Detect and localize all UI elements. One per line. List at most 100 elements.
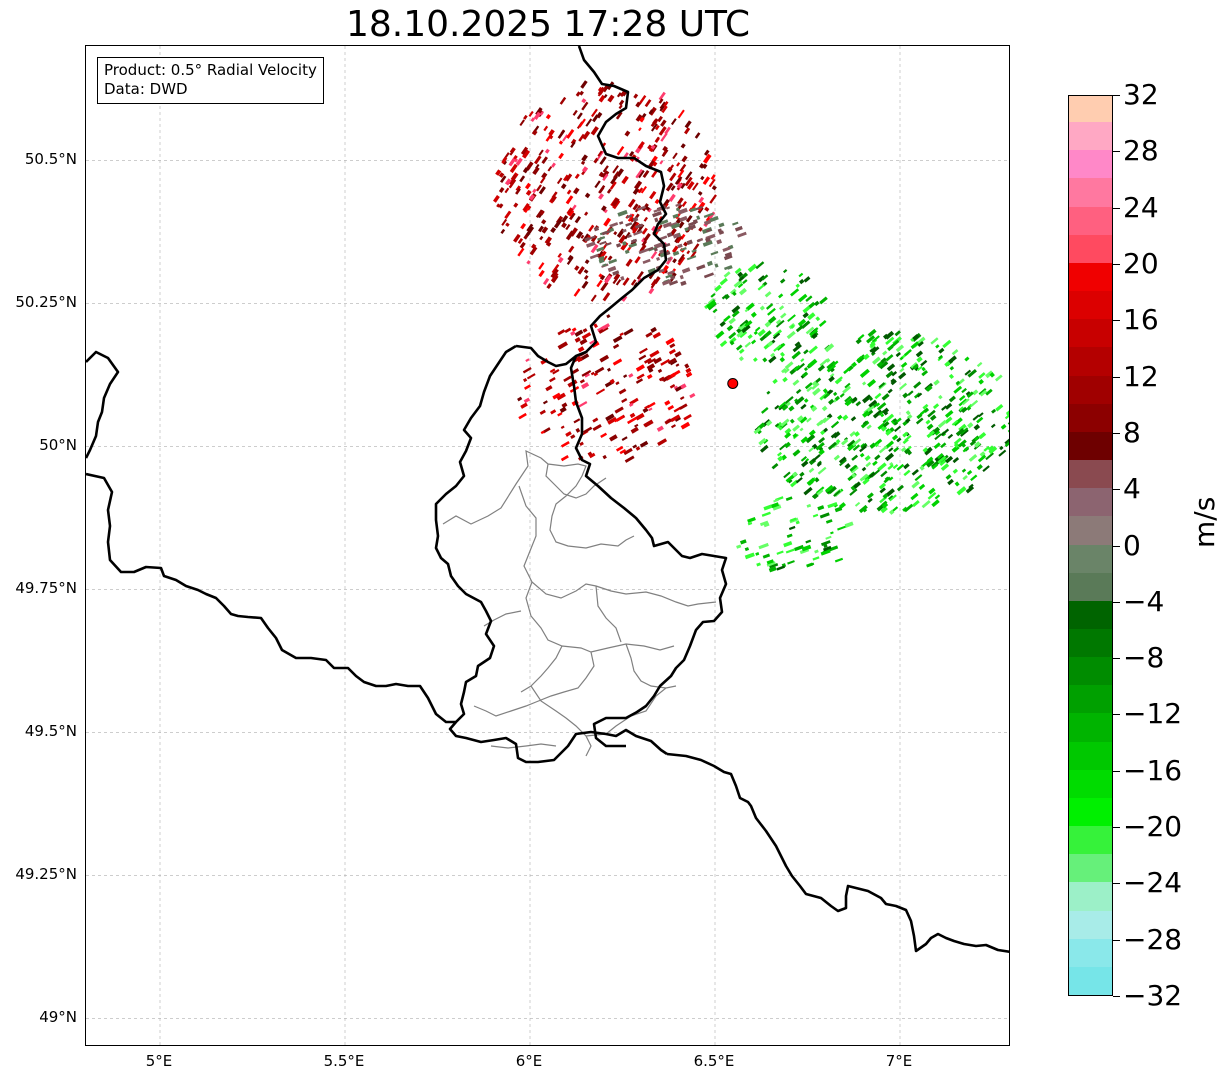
velocity-echo <box>811 333 818 340</box>
radar-site-marker[interactable] <box>727 377 739 389</box>
velocity-echo <box>910 362 918 369</box>
velocity-echo <box>952 468 959 474</box>
velocity-echo <box>512 174 517 179</box>
velocity-echo <box>850 466 859 474</box>
velocity-echo <box>550 272 559 283</box>
velocity-echo <box>987 445 995 452</box>
velocity-echo <box>663 101 669 108</box>
velocity-echo <box>880 413 885 418</box>
velocity-echo <box>724 251 733 257</box>
colorbar-tick-label: 8 <box>1123 415 1141 449</box>
velocity-echo <box>738 348 745 354</box>
velocity-echo <box>819 512 830 519</box>
velocity-echo <box>575 427 581 433</box>
colorbar-segment <box>1069 853 1112 883</box>
velocity-echo <box>681 200 687 207</box>
velocity-echo <box>858 504 868 514</box>
velocity-echo <box>680 182 686 189</box>
velocity-echo <box>672 152 678 160</box>
colorbar-tick-label: −20 <box>1123 810 1183 844</box>
velocity-echo <box>712 308 718 314</box>
velocity-echo <box>651 123 658 132</box>
velocity-echo <box>683 241 689 247</box>
velocity-echo <box>532 188 537 194</box>
velocity-echo <box>714 284 722 292</box>
velocity-echo <box>504 187 510 194</box>
velocity-echo <box>635 412 645 421</box>
velocity-echo <box>584 192 591 199</box>
velocity-echo <box>933 379 940 386</box>
velocity-echo <box>504 178 512 186</box>
velocity-echo <box>859 452 865 458</box>
velocity-echo <box>574 215 582 224</box>
velocity-echo <box>762 357 768 363</box>
velocity-echo <box>648 287 655 295</box>
velocity-echo <box>778 426 783 431</box>
velocity-echo <box>705 237 711 243</box>
velocity-echo <box>609 222 619 228</box>
velocity-echo <box>961 468 967 473</box>
velocity-echo <box>574 173 580 180</box>
velocity-echo <box>569 212 576 221</box>
velocity-echo <box>902 506 908 512</box>
graticule <box>86 46 1009 1045</box>
velocity-echo <box>879 487 886 494</box>
velocity-echo <box>948 395 956 403</box>
velocity-echo <box>844 382 851 389</box>
velocity-echo <box>608 227 615 233</box>
velocity-echo <box>931 463 939 470</box>
velocity-echo <box>792 424 800 432</box>
velocity-echo <box>828 375 835 383</box>
velocity-echo <box>597 236 606 241</box>
velocity-echo <box>588 224 595 232</box>
velocity-echo <box>808 301 816 309</box>
velocity-echo <box>704 149 710 156</box>
velocity-echo <box>916 365 923 372</box>
velocity-echo <box>951 445 960 453</box>
velocity-echo <box>609 434 618 442</box>
velocity-echo <box>895 344 905 353</box>
velocity-echo <box>745 302 755 312</box>
velocity-echo <box>828 486 837 495</box>
velocity-echo <box>583 274 589 280</box>
colorbar-segment <box>1069 966 1112 995</box>
lon-tick-label: 5.5°E <box>323 1052 365 1070</box>
velocity-echo <box>911 480 920 489</box>
velocity-echo <box>606 314 611 319</box>
colorbar-tick-label: −24 <box>1123 866 1183 900</box>
velocity-echo <box>868 399 878 408</box>
velocity-echo <box>696 239 701 243</box>
velocity-echo <box>649 190 657 200</box>
velocity-echo <box>642 170 650 178</box>
velocity-echo <box>816 489 824 496</box>
velocity-echo <box>628 373 634 378</box>
velocity-echo <box>627 198 636 208</box>
velocity-echo <box>618 388 627 395</box>
velocity-echo <box>994 374 1003 382</box>
velocity-echo <box>859 473 869 482</box>
velocity-echo <box>861 466 867 472</box>
velocity-echo <box>625 222 633 227</box>
velocity-echo <box>926 430 935 439</box>
velocity-echo <box>579 338 588 346</box>
velocity-echo <box>886 363 896 372</box>
velocity-echo <box>621 398 628 403</box>
velocity-echo <box>602 165 609 173</box>
velocity-echo <box>991 408 997 414</box>
velocity-echo <box>651 170 658 178</box>
velocity-echo <box>938 394 943 400</box>
velocity-echo <box>582 130 591 140</box>
map-panel[interactable] <box>85 45 1010 1046</box>
velocity-echo <box>862 410 870 418</box>
velocity-echo <box>844 521 854 528</box>
velocity-echo <box>619 332 624 337</box>
velocity-echo <box>758 542 769 550</box>
colorbar-segment <box>1069 712 1112 742</box>
velocity-echo <box>822 549 830 554</box>
velocity-echo <box>677 207 688 215</box>
velocity-echo <box>523 114 528 120</box>
velocity-echo <box>880 470 888 478</box>
colorbar-tick-label: 20 <box>1123 246 1159 280</box>
velocity-echo <box>550 195 557 203</box>
velocity-echo <box>686 239 693 246</box>
